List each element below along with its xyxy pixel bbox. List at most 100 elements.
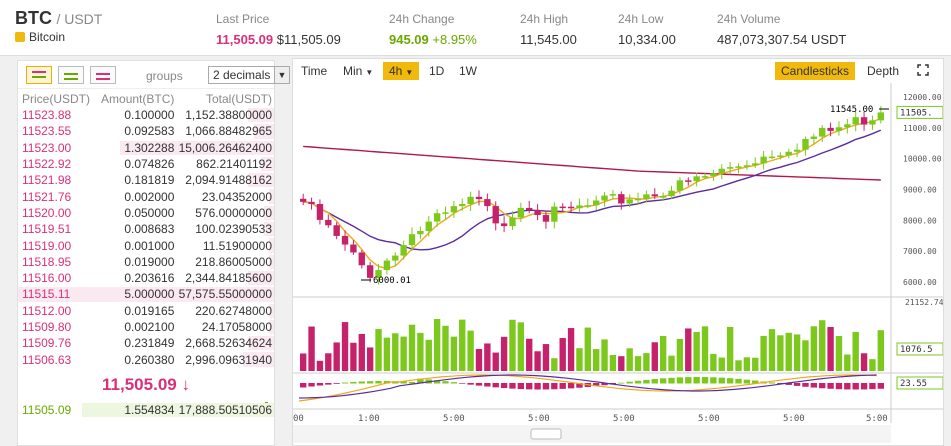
volume-bar — [526, 338, 533, 371]
view-both-button[interactable] — [26, 66, 52, 84]
volume-bar — [726, 326, 734, 371]
chart-canvas[interactable]: 11545.00 6000.01 12000.00 11000.00 10000.00 9… — [293, 83, 943, 445]
price-tick-label: 9000.00 — [903, 186, 937, 195]
depth-button[interactable]: Depth — [867, 64, 900, 78]
order-row[interactable]: 11516.00 0.203616 2,344.84185600 — [18, 270, 274, 286]
volume-bar — [366, 347, 374, 371]
macd-bar — [634, 380, 642, 384]
order-amount: 0.203616 — [124, 271, 175, 286]
chart-toolbar: Time Min ▼ 4h ▼ 1D 1W Candlesticks Depth — [293, 59, 943, 83]
order-row[interactable]: 11521.98 0.181819 2,094.91488162 — [18, 172, 274, 188]
macd-bar — [726, 378, 734, 384]
time-axis-label: 5:00 — [613, 414, 635, 424]
order-row[interactable]: 11520.00 0.050000 576.00000000 — [18, 205, 274, 221]
volume-value-box — [896, 342, 943, 356]
order-row[interactable]: 11505.09 1.554834 17,888.50510506 — [18, 402, 274, 418]
candle-body — [710, 173, 717, 177]
order-row[interactable]: 11523.00 1.302288 15,006.26462400 — [18, 140, 274, 156]
order-price: 11519.51 — [22, 222, 72, 237]
candle-body — [634, 198, 642, 201]
order-row[interactable]: 11509.80 0.002100 24.17058000 — [18, 319, 274, 335]
ticker-header: BTC / USDT Bitcoin Last Price 11,505.09 … — [0, 0, 951, 56]
order-row[interactable]: 11523.55 0.092583 1,066.88482965 — [18, 123, 274, 139]
bids-list: 11505.09 1.554834 17,888.50510506 — [18, 402, 274, 418]
chart-scrollbar — [293, 425, 891, 443]
order-price: 11519.00 — [22, 238, 72, 253]
interval-1d-button[interactable]: 1D — [429, 64, 445, 78]
volume-bar — [676, 338, 684, 371]
order-price: 11523.00 — [22, 140, 72, 155]
candle-body — [492, 206, 499, 224]
macd-bar — [835, 383, 843, 390]
order-row[interactable]: 11523.88 0.100000 1,152.38800000 — [18, 107, 274, 123]
interval-min-button[interactable]: Min ▼ — [343, 64, 374, 78]
order-row[interactable]: 11512.00 0.019165 220.62748000 — [18, 303, 274, 319]
order-row[interactable]: 11519.51 0.008683 100.02390533 — [18, 221, 274, 237]
chevron-down-icon: ▼ — [274, 67, 289, 83]
candle-body — [584, 205, 591, 207]
volume-bar — [492, 352, 499, 371]
order-row[interactable]: 11515.11 5.000000 57,575.55000000 — [18, 286, 274, 302]
candle-body — [333, 225, 340, 236]
macd-bar — [618, 382, 625, 384]
ma-mid-line — [303, 129, 882, 251]
candle-body — [392, 255, 399, 261]
order-total: 23.04352000 — [201, 189, 272, 204]
depth-bar — [268, 189, 274, 204]
order-row[interactable]: 11519.00 0.001000 11.51900000 — [18, 237, 274, 253]
macd-bar — [869, 383, 876, 390]
candle-body — [433, 213, 441, 222]
volume-bar — [819, 320, 826, 371]
macd-bar — [819, 383, 826, 389]
order-price: 11506.63 — [22, 352, 72, 367]
view-bids-button[interactable] — [58, 66, 84, 84]
price-tick-label: 6000.00 — [903, 278, 937, 287]
volume-bar — [601, 339, 608, 371]
order-row[interactable]: 11509.76 0.231849 2,668.52634624 — [18, 335, 274, 351]
volume-bar — [735, 360, 742, 371]
order-row[interactable]: 11518.95 0.019000 218.86005000 — [18, 254, 274, 270]
interval-1w-button[interactable]: 1W — [459, 64, 477, 78]
order-amount: 0.181819 — [124, 173, 175, 188]
candle-body — [400, 245, 407, 256]
decimals-select[interactable]: 2 decimals ▼ — [208, 66, 290, 84]
volume-bar — [659, 335, 667, 371]
view-asks-button[interactable] — [90, 66, 116, 84]
candle-body — [325, 219, 332, 226]
order-row[interactable]: 11521.76 0.002000 23.04352000 — [18, 188, 274, 204]
volume-bar — [793, 334, 801, 371]
order-amount: 0.002000 — [124, 189, 175, 204]
order-row[interactable]: 11522.92 0.074826 862.21401192 — [18, 156, 274, 172]
time-axis-label: 5:00 — [698, 414, 720, 424]
order-row[interactable]: 11506.63 0.260380 2,996.09631940 — [18, 351, 274, 367]
fullscreen-icon[interactable] — [917, 64, 929, 76]
candle-body — [726, 167, 734, 169]
macd-bar — [768, 382, 776, 384]
interval-time-button[interactable]: Time — [301, 64, 328, 78]
last-price-usd: $11,505.09 — [276, 32, 341, 47]
volume-bar — [869, 359, 876, 371]
order-price: 11515.11 — [22, 287, 71, 302]
ma-fast-line — [303, 117, 882, 270]
candle-body — [459, 203, 466, 207]
volume-bar — [827, 326, 834, 371]
candle-body — [785, 151, 792, 156]
macd-bar — [383, 381, 391, 384]
depth-bar — [253, 124, 274, 139]
macd-bar — [358, 381, 365, 384]
interval-4h-button[interactable]: 4h ▼ — [383, 62, 420, 80]
candle-body — [500, 223, 508, 227]
candle-body — [467, 196, 474, 204]
macd-bar — [467, 383, 474, 385]
change-stat: 24h Change 945.09 +8.95% — [389, 12, 477, 47]
order-total: 220.62748000 — [195, 303, 272, 318]
volume-bar — [668, 355, 675, 371]
volume-bar — [450, 336, 458, 371]
depth-bar — [248, 108, 274, 123]
candle-body — [860, 117, 868, 125]
coin-name: Bitcoin — [15, 30, 65, 44]
candle-body — [659, 196, 667, 198]
macd-bar — [752, 380, 759, 384]
candlesticks-button[interactable]: Candlesticks — [775, 62, 856, 80]
candle-body — [618, 194, 625, 204]
